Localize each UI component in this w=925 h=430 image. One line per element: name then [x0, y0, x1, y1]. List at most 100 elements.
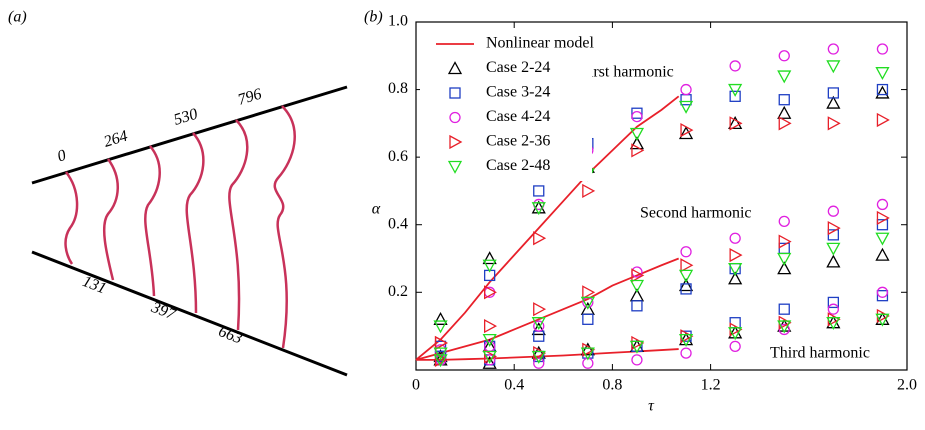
position-label: 663: [216, 323, 244, 347]
position-label: 131: [80, 273, 108, 297]
marker: [875, 313, 890, 327]
marker: [827, 116, 841, 131]
position-label: 0: [55, 147, 68, 166]
x-tick-label: 0.4: [504, 377, 524, 394]
marker: [447, 61, 463, 75]
y-tick-label: 0.4: [388, 215, 408, 232]
panel-label: (a): [8, 9, 27, 26]
legend-label: Case 4-24: [486, 108, 550, 125]
marker: [875, 247, 890, 261]
marker: [729, 60, 741, 72]
marker: [482, 251, 497, 265]
marker: [533, 231, 547, 246]
marker: [876, 219, 889, 231]
marker: [875, 67, 890, 81]
wave-front: [185, 132, 205, 314]
position-label: 530: [172, 106, 200, 129]
annotation-bg: [637, 204, 775, 224]
x-axis-label: τ: [648, 398, 655, 415]
marker: [826, 254, 841, 268]
marker: [629, 127, 645, 141]
marker: [728, 262, 743, 276]
legend-label: Case 3-24: [486, 84, 550, 101]
marker: [531, 350, 546, 364]
marker: [533, 185, 545, 197]
marker: [483, 285, 498, 300]
marker: [729, 90, 741, 102]
marker: [728, 271, 743, 285]
marker: [680, 94, 692, 106]
marker: [680, 123, 694, 138]
marker: [875, 85, 890, 99]
marker: [777, 261, 792, 275]
marker: [678, 278, 694, 292]
marker: [778, 234, 792, 249]
marker: [680, 258, 694, 273]
marker: [580, 342, 595, 356]
position-label: 264: [102, 128, 130, 151]
marker: [778, 94, 790, 106]
legend-label: Case 2-24: [486, 59, 550, 76]
wave-front: [102, 158, 119, 281]
legend-label: Case 2-48: [486, 157, 550, 174]
diagram: 0 264 530 796 131 397 663: [31, 85, 348, 377]
marker: [778, 303, 790, 315]
marker: [582, 313, 594, 325]
wave-front: [144, 145, 161, 297]
x-tick-label: 1.2: [701, 377, 721, 394]
annotation-bg: [577, 63, 715, 83]
panel-label: (b): [364, 9, 383, 26]
marker: [483, 349, 498, 364]
marker: [631, 107, 643, 119]
marker: [778, 50, 790, 62]
marker: [449, 111, 461, 124]
marker: [777, 105, 792, 119]
marker: [482, 333, 497, 347]
marker: [729, 248, 743, 263]
marker: [631, 110, 643, 123]
marker: [728, 327, 743, 341]
marker: [876, 210, 890, 226]
annotation: Second harmonic: [640, 205, 752, 222]
marker: [631, 268, 645, 283]
marker: [777, 252, 792, 266]
marker: [778, 215, 790, 227]
marker: [826, 242, 841, 256]
marker: [482, 259, 497, 273]
marker: [876, 83, 889, 96]
position-label: 796: [236, 86, 264, 109]
marker: [728, 83, 743, 97]
marker: [433, 354, 448, 368]
marker: [678, 126, 694, 140]
marker: [777, 320, 792, 334]
marker: [876, 290, 889, 302]
marker: [827, 303, 839, 315]
plot-area: [415, 43, 890, 369]
marker: [533, 330, 545, 342]
marker: [680, 283, 692, 295]
marker: [483, 318, 498, 334]
marker: [826, 317, 841, 331]
legend-label: Nonlinear model: [486, 35, 595, 52]
marker: [580, 347, 595, 361]
y-tick-label: 0.6: [388, 148, 408, 165]
annotation: Third harmonic: [770, 345, 870, 362]
marker: [629, 340, 645, 354]
marker: [582, 285, 596, 300]
marker: [876, 198, 889, 211]
x-tick-label: 2.0: [897, 377, 917, 394]
wall-line: [31, 85, 348, 185]
marker: [826, 95, 841, 109]
marker: [729, 116, 743, 131]
x-tick-label: 0.8: [602, 377, 622, 394]
marker: [827, 229, 839, 241]
marker: [433, 311, 448, 325]
marker: [533, 357, 545, 369]
marker: [875, 232, 890, 246]
wave-front: [273, 105, 296, 349]
marker: [482, 350, 497, 364]
marker: [482, 355, 497, 369]
y-tick-label: 0.8: [388, 80, 408, 97]
marker: [434, 335, 448, 351]
